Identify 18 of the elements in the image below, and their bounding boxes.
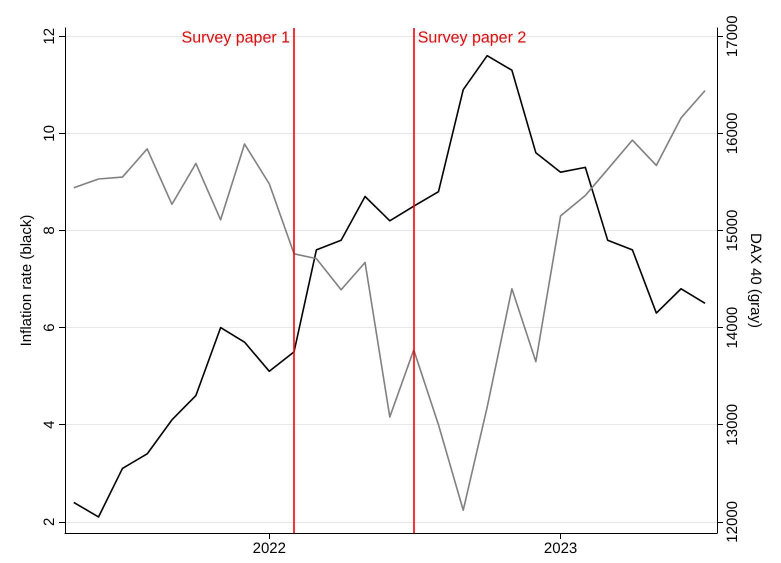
- y-axis-title: Inflation rate (black): [18, 214, 36, 346]
- y-tick-label: 2: [41, 518, 58, 526]
- ref-line-label: Survey paper 2: [418, 30, 526, 46]
- ref-line-label: Survey paper 1: [182, 30, 290, 46]
- y2-axis-title: DAX 40 (gray): [746, 232, 764, 328]
- y2-tick-label: 13000: [724, 404, 741, 446]
- y-tick-label: 10: [41, 125, 58, 142]
- y2-tick-label: 16000: [724, 112, 741, 154]
- y-tick-label: 12: [41, 28, 58, 45]
- y2-tick-label: 17000: [724, 15, 741, 58]
- y-tick-label: 4: [41, 420, 58, 429]
- y-tick-label: 8: [41, 226, 58, 235]
- y2-tick-label: 12000: [724, 500, 741, 543]
- x-tick-label: 2023: [544, 540, 578, 557]
- y-tick-label: 6: [41, 323, 58, 332]
- y2-tick-label: 15000: [724, 210, 741, 252]
- x-tick-label: 2022: [252, 540, 286, 557]
- y2-tick-label: 14000: [724, 306, 741, 348]
